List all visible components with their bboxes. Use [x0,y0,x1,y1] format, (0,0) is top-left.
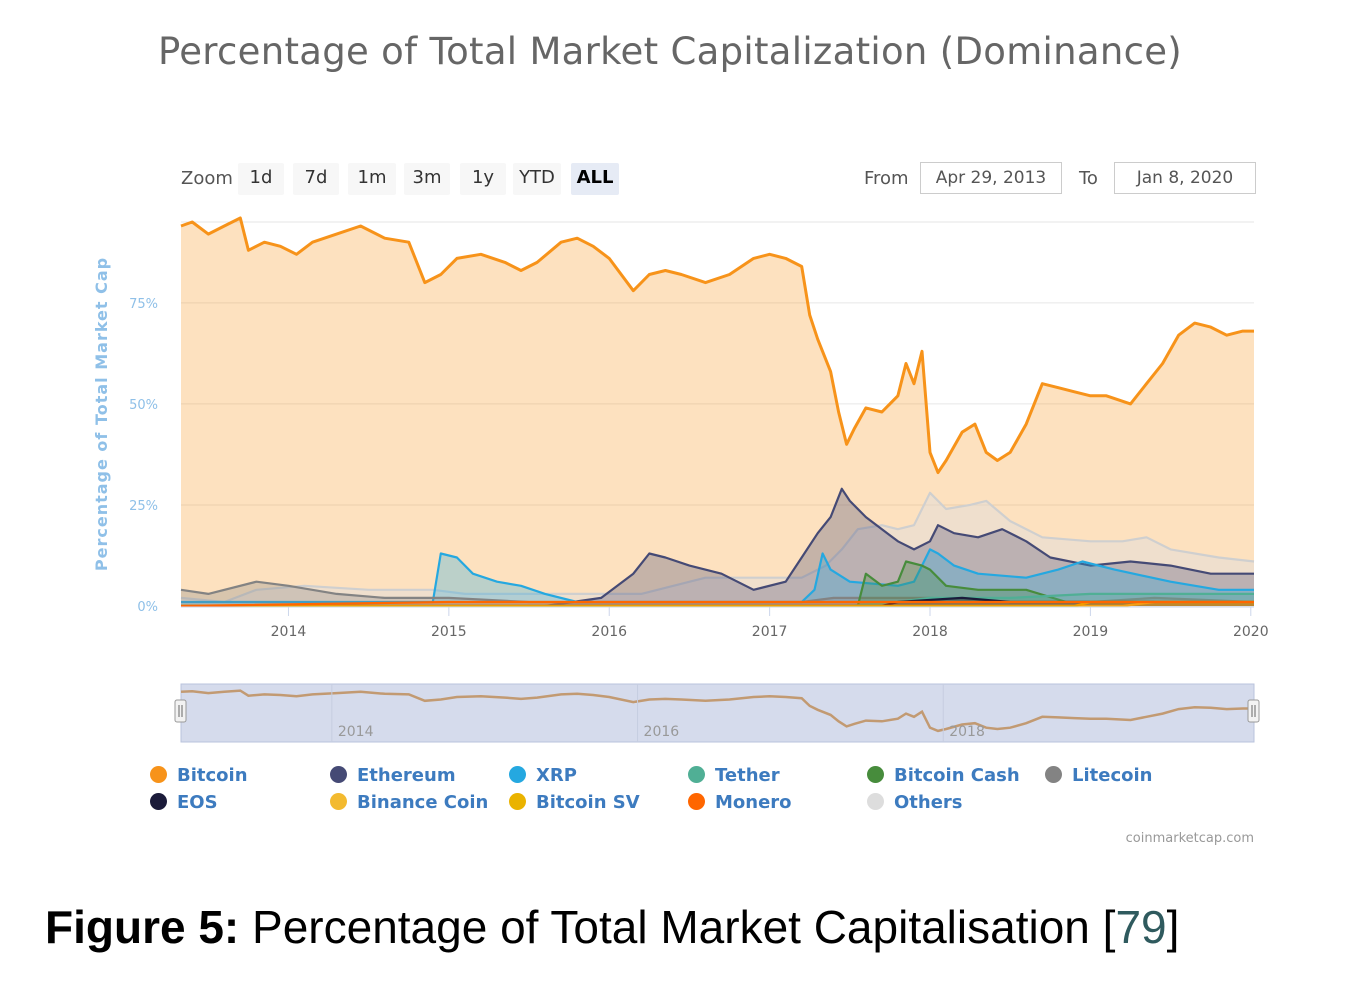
legend-marker-icon [867,766,884,783]
navigator[interactable]: 2014 2016 2018 [174,683,1260,743]
series-area-xrp [181,549,1254,606]
legend-label: Ethereum [357,765,456,786]
legend-item-tether[interactable]: Tether [688,765,780,786]
legend-item-eos[interactable]: EOS [150,792,218,813]
y-tick-label: 75% [129,297,158,312]
legend-marker-icon [688,766,705,783]
zoom-3m-button[interactable]: 3m [404,163,450,195]
zoom-1d-button[interactable]: 1d [238,163,284,195]
series-line-bitcoin-cash [181,560,1254,608]
y-tick-label: 0% [137,600,158,615]
x-tick-label: 2015 [431,624,467,640]
caption-text: Percentage of Total Market Capitalisatio… [252,901,1116,953]
series-area-ethereum [181,488,1254,606]
x-tick-label: 2018 [912,624,948,640]
legend-label: Others [894,792,963,813]
navigator-right-handle [1247,699,1260,723]
y-tick-label: 25% [129,499,158,514]
series-area-others [181,492,1254,606]
series-area-bitcoin-cash [181,561,1254,606]
zoom-7d-button[interactable]: 7d [293,163,339,195]
navigator-left-handle [174,699,187,723]
x-tick-label: 2020 [1233,624,1269,640]
legend-marker-icon [150,766,167,783]
navigator-year-label: 2018 [949,724,985,740]
caption-ref-link[interactable]: 79 [1115,901,1167,953]
legend-item-ethereum[interactable]: Ethereum [330,765,456,786]
legend-marker-icon [1045,766,1062,783]
series-line-others [180,491,1255,604]
zoom-1y-button[interactable]: 1y [460,163,506,195]
x-tick-label: 2014 [271,624,307,640]
legend-label: Litecoin [1072,765,1153,786]
x-tick-label: 2016 [591,624,627,640]
legend-label: XRP [536,765,577,786]
to-label: To [1079,168,1098,189]
legend-label: Bitcoin SV [536,792,640,813]
legend-label: Bitcoin [177,765,248,786]
series-area-litecoin [181,581,1254,606]
legend-item-xrp[interactable]: XRP [509,765,577,786]
caption-label: Figure 5: [45,901,240,953]
navigator-window [180,683,1255,743]
legend-item-monero[interactable]: Monero [688,792,792,813]
legend-item-litecoin[interactable]: Litecoin [1045,765,1152,786]
from-date-input[interactable] [920,162,1062,194]
from-label: From [864,168,909,189]
legend-marker-icon [867,793,884,810]
credit-text: coinmarketcap.com [1125,831,1254,846]
legend-item-bitcoin-cash[interactable]: Bitcoin Cash [867,765,1020,786]
navigator-year-label: 2016 [644,724,680,740]
series-area-bitcoin [181,218,1254,606]
zoom-1m-button[interactable]: 1m [348,163,396,195]
legend-label: EOS [177,792,218,813]
navigator-series-line [180,689,1254,733]
legend-item-bitcoin-sv[interactable]: Bitcoin SV [509,792,640,813]
figure-caption: Figure 5: Percentage of Total Market Cap… [45,900,1179,954]
legend-item-binance-coin[interactable]: Binance Coin [330,792,488,813]
series-areas [180,216,1255,608]
legend-marker-icon [509,766,526,783]
legend-label: Binance Coin [357,792,489,813]
zoom-ytd-button[interactable]: YTD [513,163,561,195]
series-line-bitcoin [180,216,1254,475]
axes: 0% 25% 50% 75% Percentage of Total Market Ca… [92,257,1269,640]
series-line-xrp [181,548,1254,604]
x-tick-label: 2017 [752,624,788,640]
legend-label: Monero [715,792,792,813]
legend-marker-icon [688,793,705,810]
series-area-binance-coin [181,602,1254,606]
chart-title: Percentage of Total Market Capitalizatio… [157,30,1183,73]
y-tick-label: 50% [129,398,158,413]
zoom-all-button[interactable]: ALL [571,163,619,195]
legend-label: Tether [715,765,780,786]
legend-label: Bitcoin Cash [894,765,1020,786]
legend-marker-icon [330,793,347,810]
navigator-year-label: 2014 [338,724,374,740]
series-line-ethereum [181,487,1254,608]
caption-close: ] [1166,901,1180,953]
legend-item-others[interactable]: Others [867,792,963,813]
zoom-label: Zoom [181,168,233,189]
x-tick-label: 2019 [1073,624,1109,640]
legend-marker-icon [330,766,347,783]
series-line-monero [180,600,1254,608]
y-axis-label: Percentage of Total Market Cap [92,257,111,571]
legend-item-bitcoin[interactable]: Bitcoin [150,765,248,786]
to-date-input[interactable] [1114,162,1256,194]
legend-marker-icon [150,793,167,810]
legend-marker-icon [509,793,526,810]
